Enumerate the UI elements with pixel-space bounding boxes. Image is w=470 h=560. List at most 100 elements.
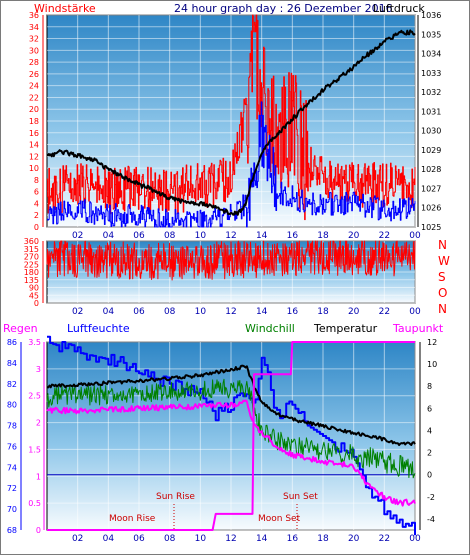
wind-direction-line	[46, 240, 416, 281]
x-tick-label-0-12: 12	[225, 231, 236, 241]
windchill-line	[46, 378, 416, 479]
y-tick-label-wind-24: 24	[29, 82, 39, 91]
label-luftfeuchte: Luftfeuchte	[67, 322, 130, 335]
moon-set-label: Moon Set	[258, 514, 301, 524]
y-tick-label-wind-32: 32	[29, 35, 39, 44]
y-tick-label-humidity-86: 86	[7, 338, 17, 347]
label-windchill: Windchill	[245, 322, 295, 335]
y-tick-label-dir-135: 135	[24, 276, 39, 285]
y-tick-label-dir-270: 270	[24, 253, 39, 262]
x-tick-label-1-22: 22	[379, 307, 390, 317]
y-tick-label-temp-12: 12	[427, 338, 437, 347]
label-regen: Regen	[3, 322, 38, 335]
y-tick-label-wind-18: 18	[29, 117, 39, 126]
header-right-title: Luftdruck	[373, 2, 425, 15]
y-tick-label-wind-12: 12	[29, 152, 39, 161]
x-tick-label-1-06: 06	[133, 307, 145, 317]
y-tick-label-pressure-1031: 1031	[421, 107, 441, 116]
y-tick-label-dir-0: 0	[34, 299, 39, 308]
y-tick-label-pressure-1029: 1029	[421, 146, 441, 155]
y-tick-label-dir-315: 315	[24, 245, 39, 254]
y-tick-label-dir-180: 180	[24, 268, 39, 277]
x-tick-label-2-22: 22	[379, 534, 390, 544]
compass-labels: N W S O N	[438, 238, 450, 316]
y-tick-label-rain-1: 1	[36, 472, 41, 481]
y-tick-label-pressure-1025: 1025	[421, 223, 441, 232]
temperature-line	[46, 364, 416, 447]
y-tick-label-pressure-1030: 1030	[421, 127, 441, 136]
label-temperatur: Temperatur	[313, 322, 378, 335]
y-tick-label-pressure-1034: 1034	[421, 50, 441, 59]
y-tick-label-wind-34: 34	[29, 23, 39, 32]
x-tick-label-0-02: 02	[72, 231, 83, 241]
y-tick-label-temp--2: -2	[427, 493, 435, 502]
y-tick-label-pressure-1027: 1027	[421, 184, 441, 193]
wind-speed-line	[47, 14, 416, 221]
y-tick-label-pressure-1033: 1033	[421, 69, 441, 78]
x-tick-label-1-16: 16	[287, 307, 299, 317]
x-tick-label-1-20: 20	[348, 307, 360, 317]
y-tick-label-pressure-1028: 1028	[421, 165, 441, 174]
y-tick-label-humidity-84: 84	[7, 359, 17, 368]
x-tick-label-1-12: 12	[225, 307, 236, 317]
label-taupunkt: Taupunkt	[392, 322, 444, 335]
y-tick-label-humidity-82: 82	[7, 380, 17, 389]
y-tick-label-temp-2: 2	[427, 449, 432, 458]
x-tick-label-0-06: 06	[133, 231, 145, 241]
header-center-title: 24 hour graph day : 26 Dezember 2016	[174, 2, 393, 15]
y-tick-label-temp-4: 4	[427, 426, 432, 435]
x-tick-label-2-00: 00	[409, 534, 421, 544]
x-tick-label-1-02: 02	[72, 307, 83, 317]
y-tick-label-dir-45: 45	[29, 291, 39, 300]
x-tick-label-0-22: 22	[379, 231, 390, 241]
x-tick-label-0-00: 00	[409, 231, 421, 241]
x-tick-label-2-04: 04	[103, 534, 115, 544]
x-tick-label-2-02: 02	[72, 534, 83, 544]
x-tick-label-1-04: 04	[103, 307, 115, 317]
x-tick-label-0-08: 08	[164, 231, 176, 241]
y-tick-label-rain-2.5: 2.5	[28, 392, 41, 401]
x-tick-label-2-12: 12	[225, 534, 236, 544]
y-tick-label-temp-10: 10	[427, 360, 437, 369]
compass-n-bottom: N	[438, 302, 447, 316]
x-tick-label-2-18: 18	[317, 534, 329, 544]
y-tick-label-rain-3: 3	[36, 365, 41, 374]
axes: 0202020404040606060808081010101212121414…	[7, 11, 442, 544]
y-tick-label-dir-360: 360	[24, 237, 39, 246]
y-tick-label-pressure-1026: 1026	[421, 204, 441, 213]
x-tick-label-0-18: 18	[317, 231, 329, 241]
y-tick-label-wind-26: 26	[29, 70, 39, 79]
rain-line	[47, 341, 415, 531]
y-tick-label-temp--4: -4	[427, 515, 435, 524]
y-tick-label-wind-16: 16	[29, 129, 39, 138]
compass-w: W	[438, 254, 450, 268]
y-tick-label-wind-8: 8	[34, 176, 39, 185]
y-tick-label-wind-2: 2	[34, 211, 39, 220]
y-tick-label-rain-1.5: 1.5	[28, 445, 41, 454]
y-tick-label-humidity-72: 72	[7, 484, 17, 493]
x-tick-label-1-10: 10	[195, 307, 207, 317]
y-tick-label-wind-22: 22	[29, 93, 39, 102]
y-tick-label-rain-3.5: 3.5	[28, 338, 41, 347]
y-tick-label-temp-0: 0	[427, 471, 432, 480]
y-tick-label-temp-6: 6	[427, 404, 432, 413]
x-tick-label-0-04: 04	[103, 231, 115, 241]
x-tick-label-0-10: 10	[195, 231, 207, 241]
moon-rise-label: Moon Rise	[109, 514, 156, 524]
y-tick-label-pressure-1032: 1032	[421, 88, 441, 97]
x-tick-label-0-20: 20	[348, 231, 360, 241]
x-tick-label-2-06: 06	[133, 534, 145, 544]
y-tick-label-wind-6: 6	[34, 188, 39, 197]
x-tick-label-1-18: 18	[317, 307, 329, 317]
x-tick-label-2-10: 10	[195, 534, 207, 544]
sun-rise-label: Sun Rise	[156, 492, 195, 502]
y-tick-label-wind-30: 30	[29, 46, 39, 55]
x-tick-label-2-08: 08	[164, 534, 176, 544]
y-tick-label-pressure-1035: 1035	[421, 30, 441, 39]
dewpoint-line	[46, 399, 416, 507]
compass-n-top: N	[438, 238, 447, 252]
x-tick-label-2-16: 16	[287, 534, 299, 544]
y-tick-label-wind-0: 0	[34, 223, 39, 232]
